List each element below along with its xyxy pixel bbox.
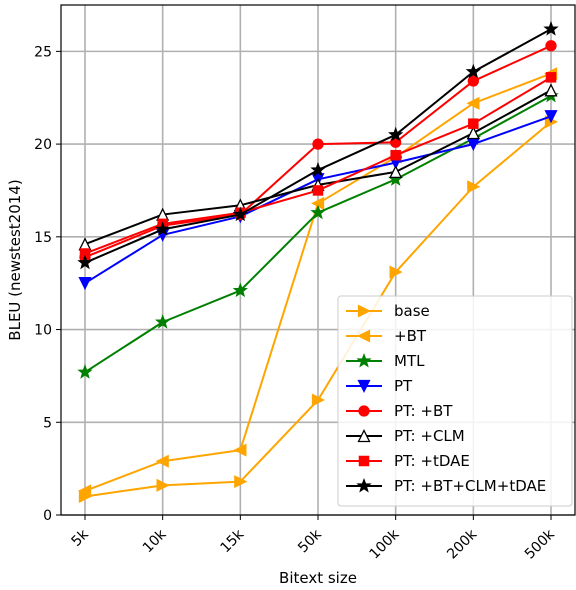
data-point (311, 393, 325, 407)
series-lines (77, 21, 559, 504)
data-point (389, 164, 403, 179)
data-point (78, 237, 92, 251)
y-tick-label: 5 (43, 415, 52, 431)
legend-label: PT: +BT (394, 402, 453, 420)
legend-marker (357, 329, 371, 343)
legend-label: PT: +BT+CLM+tDAE (394, 477, 546, 495)
y-tick-label: 10 (34, 323, 52, 339)
series-group (77, 21, 559, 270)
legend-label: PT (394, 377, 413, 395)
legend-item: PT: +BT (346, 402, 453, 420)
x-tick-label: 50k (295, 526, 325, 556)
legend-marker (357, 379, 371, 393)
data-point (155, 314, 171, 329)
data-point (310, 204, 326, 220)
data-point (390, 149, 401, 161)
data-point (466, 126, 480, 140)
x-tick-label: 15k (218, 526, 248, 556)
data-point (467, 75, 479, 87)
legend-label: MTL (394, 352, 425, 370)
data-point (233, 443, 247, 457)
x-tick-label: 200k (444, 526, 481, 563)
data-point (156, 478, 170, 492)
data-point (232, 206, 248, 222)
legend-item: PT: +BT+CLM+tDAE (346, 477, 546, 495)
legend-box (337, 295, 573, 507)
legend-label: +BT (394, 327, 427, 345)
legend-marker (356, 352, 372, 368)
data-point (155, 454, 169, 468)
data-point (312, 138, 324, 150)
legend-item: +BT (346, 327, 427, 345)
y-tick-label: 25 (34, 44, 52, 60)
legend-marker (357, 304, 371, 318)
data-point (77, 364, 93, 379)
legend-marker (358, 455, 370, 467)
legend-label: PT: +CLM (394, 427, 465, 445)
data-point (388, 126, 404, 142)
data-point (78, 484, 92, 498)
x-tick-label: 10k (140, 526, 170, 556)
data-point (468, 118, 479, 129)
x-tick-label: 100k (367, 526, 404, 563)
data-point (544, 83, 558, 97)
y-tick-label: 0 (43, 508, 52, 524)
data-point (389, 265, 403, 279)
legend-item: PT: +CLM (346, 427, 465, 445)
data-point (545, 40, 557, 52)
legend-label: PT: +tDAE (394, 452, 470, 470)
data-point (312, 185, 324, 196)
legend-item: MTL (346, 352, 425, 370)
data-point (544, 110, 558, 124)
legend-item: PT: +tDAE (346, 452, 470, 470)
y-tick-label: 15 (34, 230, 52, 246)
data-point (465, 63, 481, 79)
legend-label: base (394, 302, 430, 320)
legend-marker (357, 429, 371, 443)
legend: base +BT MTL PT PT: +BT PT: +CLM PT: +tDAE PT: … (337, 295, 573, 507)
data-point (543, 21, 559, 36)
legend-item: base (346, 302, 430, 320)
data-point (310, 161, 326, 177)
legend-marker (356, 477, 372, 493)
legend-marker (358, 405, 370, 417)
x-axis-title: Bitext size (279, 569, 357, 587)
y-tick-label: 20 (34, 137, 52, 153)
data-point (234, 475, 248, 489)
data-point (466, 96, 480, 110)
x-tick-label: 500k (522, 526, 559, 563)
data-point (78, 277, 92, 291)
legend-item: PT (346, 377, 413, 395)
x-tick-label: 5k (68, 526, 92, 550)
data-point (545, 72, 557, 83)
data-point (155, 221, 171, 236)
data-point (77, 254, 93, 270)
y-axis-title: BLEU (newstest2014) (6, 179, 24, 340)
data-point (467, 180, 481, 194)
data-point (232, 282, 248, 298)
